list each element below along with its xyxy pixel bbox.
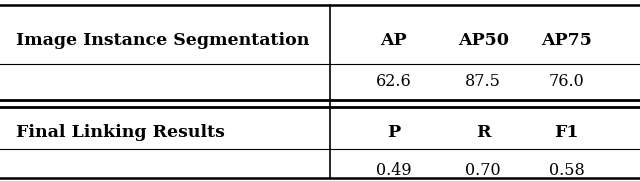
Text: 0.49: 0.49 — [376, 162, 412, 179]
Text: 87.5: 87.5 — [465, 73, 501, 90]
Text: Final Linking Results: Final Linking Results — [16, 124, 225, 141]
Text: F1: F1 — [554, 124, 579, 141]
Text: 0.58: 0.58 — [548, 162, 584, 179]
Text: P: P — [387, 124, 400, 141]
Text: R: R — [476, 124, 490, 141]
Text: AP: AP — [380, 32, 407, 49]
Text: AP75: AP75 — [541, 32, 592, 49]
Text: 76.0: 76.0 — [548, 73, 584, 90]
Text: 0.70: 0.70 — [465, 162, 501, 179]
Text: Image Instance Segmentation: Image Instance Segmentation — [16, 32, 309, 49]
Text: AP50: AP50 — [458, 32, 509, 49]
Text: 62.6: 62.6 — [376, 73, 412, 90]
